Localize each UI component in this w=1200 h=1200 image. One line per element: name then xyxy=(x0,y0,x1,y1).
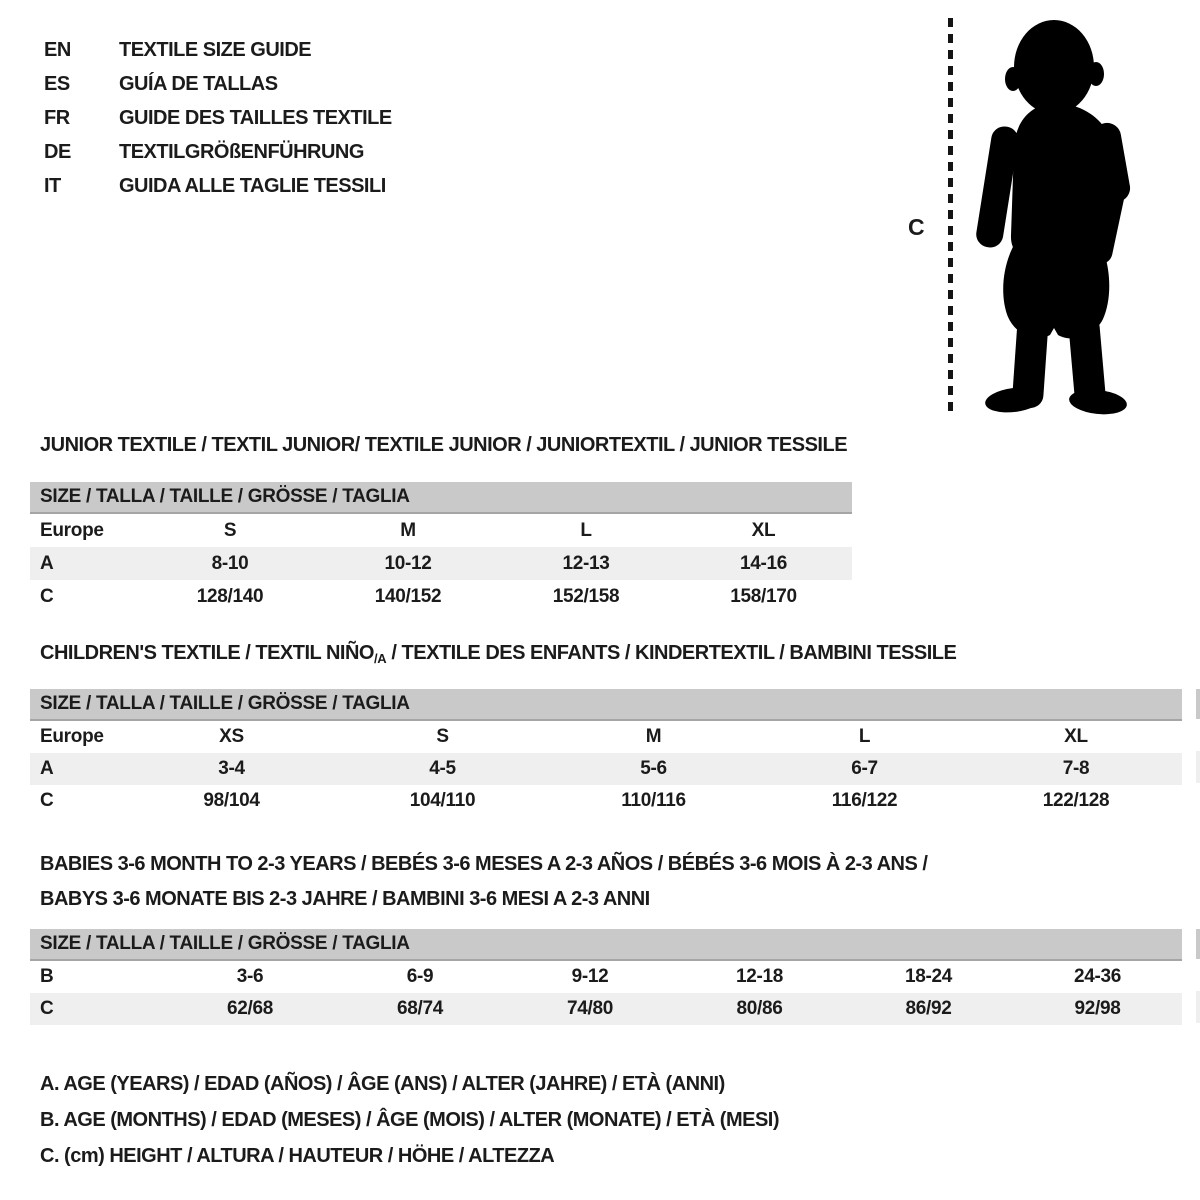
size-header-row: SIZE / TALLA / TAILLE / GRÖSSE / TAGLIA xyxy=(30,929,1183,961)
size-header-row: SIZE / TALLA / TAILLE / GRÖSSE / TAGLIA xyxy=(30,482,853,514)
age-cell: 24-36 xyxy=(1073,966,1122,987)
size-cell: L xyxy=(580,519,592,541)
children-title-text: CHILDREN'S TEXTILE / TEXTIL NIÑO xyxy=(40,642,374,664)
height-dimension-label: C xyxy=(908,214,925,240)
age-cell: 6-7 xyxy=(851,758,878,779)
row-label: C xyxy=(40,998,54,1019)
language-code: EN xyxy=(44,38,71,61)
table-row: A 8-10 10-12 12-13 14-16 xyxy=(30,547,853,580)
title-row-fr: FR GUIDE DES TAILLES TEXTILE xyxy=(44,101,392,135)
children-size-table: SIZE / TALLA / TAILLE / GRÖSSE / TAGLIA … xyxy=(30,689,1183,817)
age-cell: 14-16 xyxy=(739,552,788,574)
title-row-en: EN TEXTILE SIZE GUIDE xyxy=(44,33,392,67)
page-title-it: GUIDA ALLE TAGLIE TESSILI xyxy=(119,174,386,197)
height-cell: 128/140 xyxy=(196,585,264,607)
size-cell: M xyxy=(400,519,416,541)
age-cell: 5-6 xyxy=(640,758,667,779)
height-dimension-line xyxy=(948,18,953,416)
size-cell: XL xyxy=(751,519,776,541)
age-cell: 18-24 xyxy=(904,966,953,987)
height-cell: 152/158 xyxy=(552,585,620,607)
language-title-block: EN TEXTILE SIZE GUIDE ES GUÍA DE TALLAS … xyxy=(44,33,392,203)
title-row-it: IT GUIDA ALLE TAGLIE TESSILI xyxy=(44,169,392,203)
size-cell: XS xyxy=(219,726,244,747)
age-cell: 9-12 xyxy=(571,966,609,987)
height-cell: 74/80 xyxy=(566,998,614,1019)
babies-title-line2: BABYS 3-6 MONATE BIS 2-3 JAHRE / BAMBINI… xyxy=(40,888,650,910)
height-cell: 110/116 xyxy=(621,790,686,811)
row-label: Europe xyxy=(40,519,104,541)
age-cell: 6-9 xyxy=(406,966,434,987)
height-cell: 62/68 xyxy=(226,998,274,1019)
language-code: IT xyxy=(44,174,61,197)
size-cell: S xyxy=(223,519,237,541)
age-cell: 8-10 xyxy=(211,552,249,574)
size-cell: XL xyxy=(1064,726,1088,747)
row-label: C xyxy=(40,790,54,811)
age-cell: 12-13 xyxy=(562,552,610,574)
size-header-row: SIZE / TALLA / TAILLE / GRÖSSE / TAGLIA xyxy=(30,689,1183,721)
junior-section-title: JUNIOR TEXTILE / TEXTIL JUNIOR/ TEXTILE … xyxy=(40,434,848,456)
height-cell: 140/152 xyxy=(374,585,442,607)
table-row: Europe XS S M L XL xyxy=(30,720,1182,753)
measurement-legend: A. AGE (YEARS) / EDAD (AÑOS) / ÂGE (ANS)… xyxy=(40,1066,780,1174)
table-row: A 3-4 4-5 5-6 6-7 7-8 xyxy=(30,753,1183,785)
row-label: Europe xyxy=(40,726,104,747)
table-row: C 128/140 140/152 152/158 158/170 xyxy=(30,580,852,613)
table-edge-artifact xyxy=(1196,929,1200,1023)
legend-line-b: B. AGE (MONTHS) / EDAD (MESES) / ÂGE (MO… xyxy=(40,1108,780,1131)
row-label: B xyxy=(40,966,54,987)
language-code: DE xyxy=(44,140,71,163)
table-row: C 62/68 68/74 74/80 80/86 86/92 92/98 xyxy=(30,993,1183,1025)
table-row: Europe S M L XL xyxy=(30,513,852,547)
size-cell: M xyxy=(645,726,662,747)
age-cell: 7-8 xyxy=(1062,758,1090,779)
language-code: FR xyxy=(44,106,70,129)
size-cell: L xyxy=(858,726,871,747)
size-header-label: SIZE / TALLA / TAILLE / GRÖSSE / TAGLIA xyxy=(30,482,853,514)
page-title-es: GUÍA DE TALLAS xyxy=(119,72,278,95)
row-label: A xyxy=(40,758,54,779)
size-header-label: SIZE / TALLA / TAILLE / GRÖSSE / TAGLIA xyxy=(30,929,1183,961)
children-title-subscript: /A xyxy=(373,651,387,666)
height-cell: 86/92 xyxy=(905,998,952,1019)
height-cell: 92/98 xyxy=(1074,998,1121,1019)
toddler-silhouette-icon xyxy=(976,20,1131,415)
legend-line-a: A. AGE (YEARS) / EDAD (AÑOS) / ÂGE (ANS)… xyxy=(40,1072,725,1095)
page-title-fr: GUIDE DES TAILLES TEXTILE xyxy=(119,106,392,129)
height-cell: 80/86 xyxy=(736,998,783,1019)
babies-size-table: SIZE / TALLA / TAILLE / GRÖSSE / TAGLIA … xyxy=(30,929,1183,1025)
row-label: C xyxy=(40,585,54,607)
row-label: A xyxy=(40,552,54,574)
height-cell: 158/170 xyxy=(730,585,797,607)
children-title-text: / TEXTILE DES ENFANTS / KINDERTEXTIL / B… xyxy=(386,642,957,664)
age-cell: 10-12 xyxy=(384,552,432,574)
table-edge-artifact xyxy=(1196,689,1200,783)
table-row: C 98/104 104/110 110/116 116/122 122/128 xyxy=(30,785,1182,817)
title-row-de: DE TEXTILGRÖßENFÜHRUNG xyxy=(44,135,392,169)
height-cell: 122/128 xyxy=(1042,790,1110,811)
age-cell: 4-5 xyxy=(429,758,456,779)
page-title: TEXTILE SIZE GUIDE xyxy=(119,38,312,61)
size-cell: S xyxy=(436,726,449,747)
age-cell: 3-4 xyxy=(218,758,245,779)
page-title-de: TEXTILGRÖßENFÜHRUNG xyxy=(119,140,364,163)
age-cell: 12-18 xyxy=(735,966,784,987)
junior-size-table: SIZE / TALLA / TAILLE / GRÖSSE / TAGLIA … xyxy=(30,482,853,613)
size-header-label: SIZE / TALLA / TAILLE / GRÖSSE / TAGLIA xyxy=(30,689,1183,721)
children-section-title: CHILDREN'S TEXTILE / TEXTIL NIÑO/A / TEX… xyxy=(40,642,957,666)
title-row-es: ES GUÍA DE TALLAS xyxy=(44,67,392,101)
babies-title-line1: BABIES 3-6 MONTH TO 2-3 YEARS / BEBÉS 3-… xyxy=(40,853,928,875)
height-cell: 98/104 xyxy=(203,790,260,811)
babies-section-title: BABIES 3-6 MONTH TO 2-3 YEARS / BEBÉS 3-… xyxy=(40,847,928,917)
height-cell: 68/74 xyxy=(396,998,444,1019)
legend-line-c: C. (cm) HEIGHT / ALTURA / HAUTEUR / HÖHE… xyxy=(40,1144,555,1167)
language-code: ES xyxy=(44,72,70,95)
table-row: B 3-6 6-9 9-12 12-18 18-24 24-36 xyxy=(30,960,1182,993)
age-cell: 3-6 xyxy=(236,966,264,987)
height-cell: 116/122 xyxy=(831,790,898,811)
height-cell: 104/110 xyxy=(409,790,476,811)
